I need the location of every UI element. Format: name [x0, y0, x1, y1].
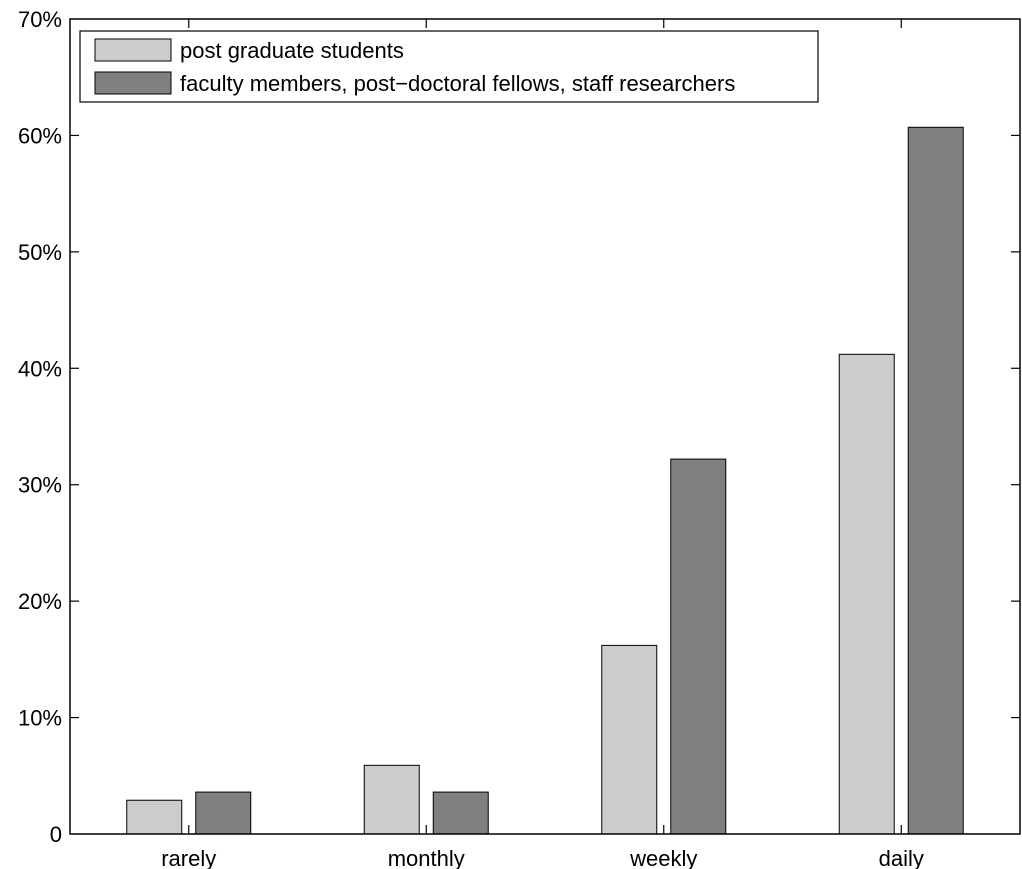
bars	[126, 126, 964, 835]
y-tick-label: 50%	[18, 240, 62, 265]
y-tick-label: 30%	[18, 473, 62, 498]
bar-post-graduate-students-monthly	[363, 764, 420, 835]
y-tick-label: 60%	[18, 123, 62, 148]
y-axis-labels: 0 10% 20% 30% 40% 50% 60% 70%	[18, 7, 62, 847]
bar-faculty-members-monthly	[432, 791, 489, 835]
legend-swatch-post-graduate-students	[94, 38, 172, 62]
x-tick-label-daily: daily	[879, 846, 924, 869]
legend-label-faculty-members: faculty members, post−doctoral fellows, …	[180, 71, 735, 96]
bar-faculty-members-rarely	[195, 791, 252, 835]
bar-faculty-members-weekly	[670, 458, 727, 835]
x-tick-label-weekly: weekly	[629, 846, 697, 869]
bar-post-graduate-students-rarely	[126, 799, 183, 835]
plot-frame	[69, 18, 1021, 835]
legend: post graduate students faculty members, …	[79, 30, 819, 103]
x-tick-label-monthly: monthly	[388, 846, 465, 869]
x-tick-label-rarely: rarely	[161, 846, 216, 869]
bar-post-graduate-students-weekly	[601, 644, 658, 835]
legend-swatch-faculty-members	[94, 71, 172, 95]
legend-label-post-graduate-students: post graduate students	[180, 38, 404, 63]
bar-faculty-members-daily	[907, 126, 964, 835]
y-tick-label: 0	[50, 822, 62, 847]
x-axis-labels: rarely monthly weekly daily	[161, 846, 924, 869]
y-tick-label: 10%	[18, 706, 62, 731]
legend-box	[79, 30, 819, 103]
y-tick-label: 40%	[18, 356, 62, 381]
y-tick-label: 70%	[18, 7, 62, 32]
bar-post-graduate-students-daily	[838, 353, 895, 835]
y-tick-label: 20%	[18, 589, 62, 614]
axis-ticks	[70, 19, 1020, 834]
